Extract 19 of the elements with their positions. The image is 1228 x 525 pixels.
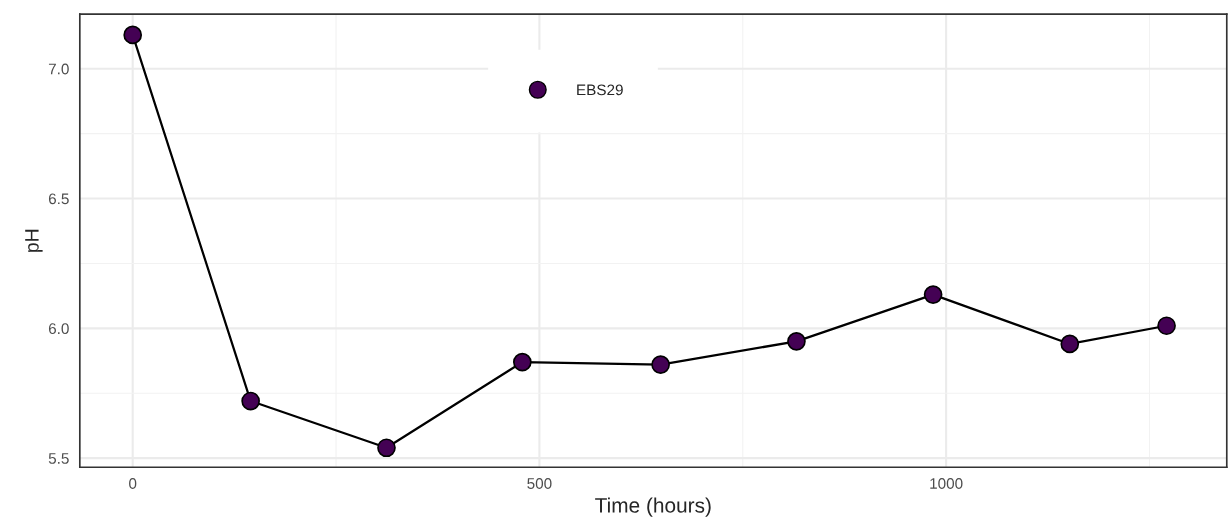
point — [241, 391, 260, 411]
x-tick-label: 500 — [527, 478, 552, 489]
point — [923, 285, 943, 304]
point — [1157, 316, 1176, 336]
y-tick-label: 7.0 — [48, 63, 69, 75]
point — [512, 352, 532, 372]
y-tick-label: 6.0 — [48, 323, 69, 335]
point — [123, 25, 143, 45]
point — [787, 331, 806, 351]
y-axis-title: pH — [25, 229, 43, 252]
y-tick-label: 6.5 — [48, 193, 69, 205]
x-tick-label: 1000 — [930, 478, 963, 489]
point — [1060, 334, 1080, 354]
x-axis-title: Time (hours) — [595, 497, 711, 517]
y-tick-label: 5.5 — [48, 453, 69, 464]
legend-label: EBS29 — [577, 84, 623, 96]
point — [651, 355, 670, 375]
point — [377, 438, 396, 458]
x-tick-label: 0 — [129, 478, 137, 489]
